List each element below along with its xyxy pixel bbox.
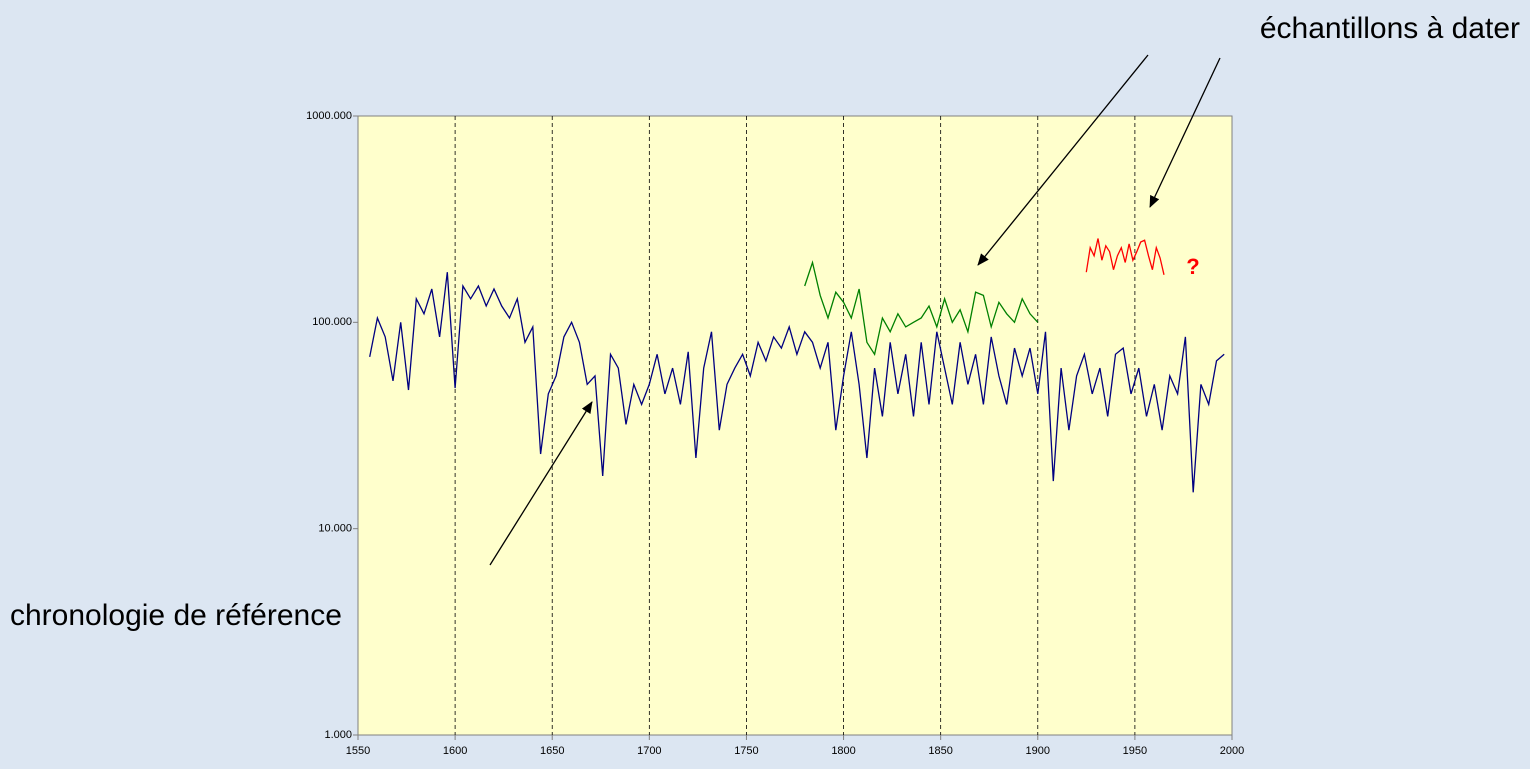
x-tick-label: 1700: [637, 745, 661, 757]
annotation: ?: [1186, 254, 1199, 279]
x-tick-label: 1900: [1026, 745, 1050, 757]
x-tick-label: 1600: [443, 745, 467, 757]
arrow: [977, 54, 1149, 266]
x-tick-label: 1950: [1123, 745, 1147, 757]
plot-area: [357, 115, 1233, 736]
series-line: [369, 272, 1225, 493]
series-line: [1085, 238, 1165, 275]
arrow: [1149, 57, 1221, 208]
y-tick-label: 1.000: [324, 729, 352, 741]
x-tick-label: 1750: [734, 745, 758, 757]
y-tick-label: 100.000: [312, 316, 352, 328]
arrow: [489, 401, 593, 566]
x-tick-label: 2000: [1220, 745, 1244, 757]
annotation: échantillons à dater: [1260, 12, 1520, 45]
x-tick-label: 1800: [831, 745, 855, 757]
annotation: chronologie de référence: [10, 599, 342, 632]
y-tick-label: 1000.000: [306, 110, 352, 122]
x-tick-label: 1650: [540, 745, 564, 757]
x-tick-label: 1850: [928, 745, 952, 757]
series-line: [804, 260, 1039, 356]
y-tick-label: 10.000: [318, 523, 352, 535]
x-tick-label: 1550: [346, 745, 370, 757]
